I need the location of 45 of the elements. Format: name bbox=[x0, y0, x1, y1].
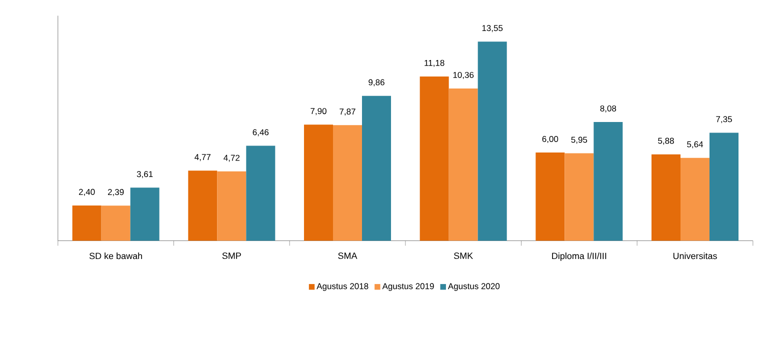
bar bbox=[536, 152, 565, 241]
data-label: 11,18 bbox=[424, 60, 444, 67]
data-label: 6,46 bbox=[252, 129, 269, 136]
legend-label: Agustus 2020 bbox=[448, 283, 500, 291]
data-label: 9,86 bbox=[368, 79, 384, 86]
x-tick-label: SMP bbox=[222, 252, 241, 259]
bar bbox=[246, 146, 276, 241]
bar bbox=[333, 125, 362, 241]
data-label: 4,77 bbox=[194, 154, 211, 162]
bar bbox=[652, 154, 681, 241]
data-label: 5,95 bbox=[571, 136, 588, 144]
bar bbox=[72, 205, 102, 241]
bar bbox=[420, 76, 449, 241]
bar bbox=[680, 158, 710, 241]
bar bbox=[710, 132, 739, 241]
data-label: 13,55 bbox=[482, 25, 503, 32]
bar bbox=[188, 170, 218, 241]
legend-label: Agustus 2019 bbox=[382, 283, 434, 291]
x-tick-label: SMA bbox=[338, 252, 358, 259]
x-tick-label: SD ke bawah bbox=[89, 252, 142, 260]
legend-label: Agustus 2018 bbox=[316, 283, 368, 291]
bar bbox=[217, 171, 246, 241]
data-label: 8,08 bbox=[600, 105, 616, 112]
data-label: 6,00 bbox=[542, 136, 558, 144]
data-label: 7,35 bbox=[716, 116, 732, 124]
x-tick-label: Universitas bbox=[673, 252, 717, 260]
data-label: 5,88 bbox=[658, 138, 674, 145]
data-label: 7,90 bbox=[310, 108, 326, 116]
bar bbox=[304, 124, 334, 241]
bar bbox=[101, 206, 130, 241]
bar bbox=[362, 96, 392, 241]
data-label: 3,61 bbox=[136, 171, 153, 178]
data-label: 5,64 bbox=[687, 141, 704, 148]
bar bbox=[594, 122, 623, 241]
x-tick-label: SMK bbox=[454, 252, 473, 259]
x-tick-label: Diploma I/II/III bbox=[552, 252, 606, 261]
data-label: 2,40 bbox=[78, 188, 95, 196]
data-label: 4,72 bbox=[224, 154, 240, 162]
bar bbox=[448, 88, 478, 241]
bar bbox=[564, 153, 594, 241]
data-label: 10,36 bbox=[453, 72, 474, 79]
data-label: 2,39 bbox=[108, 189, 124, 196]
bar bbox=[130, 188, 160, 241]
bar bbox=[478, 42, 507, 241]
data-label: 7,87 bbox=[340, 108, 356, 116]
